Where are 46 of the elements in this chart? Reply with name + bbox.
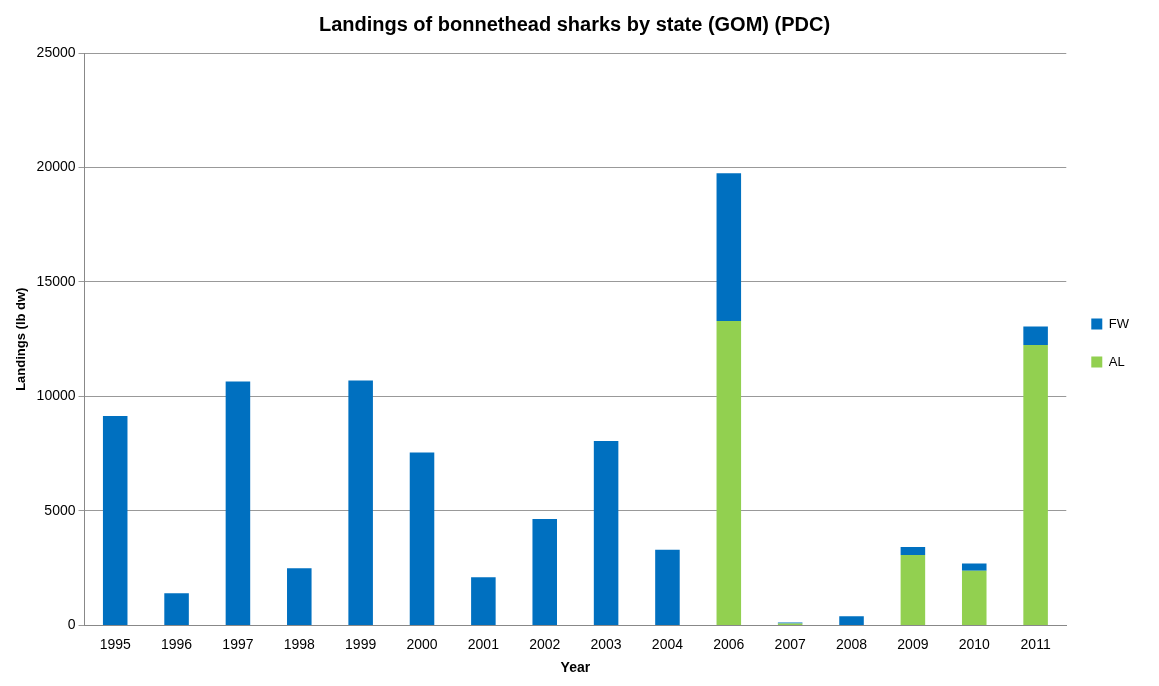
- x-tick-label: 2004: [651, 635, 684, 652]
- bar: [102, 415, 128, 625]
- x-tick-label: 2003: [590, 635, 622, 652]
- x-tick-label: 2006: [713, 635, 745, 652]
- x-tick-label: 2008: [835, 635, 868, 652]
- bar: [348, 380, 373, 625]
- x-tick-label: 2011: [1020, 635, 1051, 652]
- legend-label: FW: [1108, 315, 1130, 331]
- bar: [1023, 326, 1048, 345]
- x-tick-label: 2010: [958, 635, 991, 652]
- bar: [164, 593, 189, 625]
- y-tick-label: 5000: [44, 501, 76, 518]
- x-tick-label: 2002: [529, 635, 561, 652]
- x-tick-label: 2007: [774, 635, 806, 652]
- bar: [716, 173, 742, 321]
- bar: [471, 577, 496, 625]
- y-tick-label: 15000: [36, 272, 76, 289]
- x-tick-label: 2009: [897, 635, 929, 652]
- y-axis-title: Landings (lb dw): [13, 287, 29, 391]
- x-tick-label: 1995: [99, 635, 131, 652]
- bar: [839, 616, 864, 625]
- x-tick-label: 1996: [160, 635, 193, 652]
- x-tick-label: 1998: [283, 635, 316, 652]
- bar: [409, 452, 435, 625]
- bar: [900, 554, 926, 625]
- bar: [593, 441, 619, 625]
- bar: [1023, 344, 1048, 625]
- bar: [961, 570, 987, 625]
- y-tick-label: 10000: [36, 387, 76, 404]
- x-tick-label: 1999: [345, 635, 377, 652]
- bar: [532, 518, 557, 625]
- bar: [225, 381, 251, 625]
- x-tick-label: 2000: [406, 635, 438, 652]
- bar: [655, 549, 680, 625]
- x-tick-label: 2001: [467, 635, 500, 652]
- y-tick-label: 25000: [36, 43, 76, 60]
- bar: [287, 568, 312, 625]
- chart-title: Landings of bonnethead sharks by state (GOM) (PDC): [318, 12, 831, 35]
- bar: [716, 320, 742, 625]
- y-tick-label: 20000: [36, 158, 76, 175]
- x-axis-title: Year: [560, 659, 591, 676]
- legend-label: AL: [1108, 353, 1125, 369]
- bar: [961, 563, 987, 571]
- bar: [900, 547, 926, 555]
- x-tick-label: 1997: [222, 635, 254, 652]
- y-tick-label: 0: [67, 616, 76, 633]
